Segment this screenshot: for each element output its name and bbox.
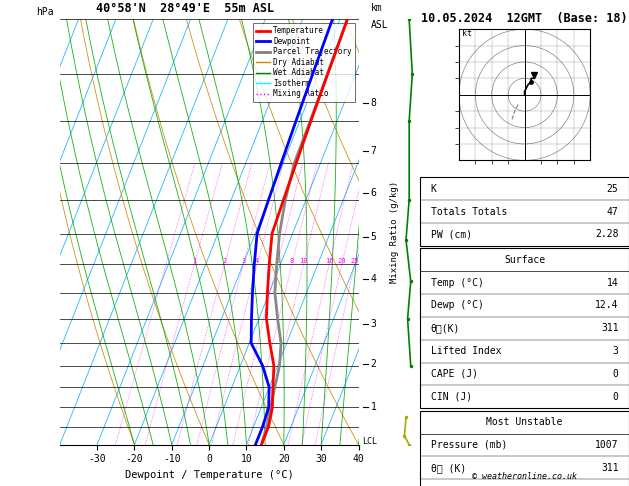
Text: 1007: 1007 [595, 440, 618, 450]
Text: 2: 2 [370, 359, 376, 369]
Text: 4: 4 [255, 258, 259, 264]
Text: 3: 3 [241, 258, 245, 264]
Text: 6: 6 [275, 258, 279, 264]
Text: K: K [431, 184, 437, 194]
Text: CIN (J): CIN (J) [431, 392, 472, 402]
Text: θᴄ(K): θᴄ(K) [431, 323, 460, 333]
Text: 311: 311 [601, 463, 618, 473]
Text: © weatheronline.co.uk: © weatheronline.co.uk [472, 472, 577, 481]
Text: CAPE (J): CAPE (J) [431, 369, 477, 379]
Legend: Temperature, Dewpoint, Parcel Trajectory, Dry Adiabat, Wet Adiabat, Isotherm, Mi: Temperature, Dewpoint, Parcel Trajectory… [253, 23, 355, 102]
Text: 8: 8 [290, 258, 294, 264]
Text: 2.28: 2.28 [595, 229, 618, 240]
Text: 25: 25 [350, 258, 359, 264]
Text: 3: 3 [370, 319, 376, 329]
Text: Dewp (°C): Dewp (°C) [431, 300, 484, 311]
Bar [420, 177, 629, 246]
Text: Totals Totals: Totals Totals [431, 207, 507, 217]
Text: 6: 6 [370, 188, 376, 198]
Text: 1: 1 [370, 402, 376, 413]
Text: 8: 8 [370, 98, 376, 108]
Text: 20: 20 [338, 258, 346, 264]
Text: 10: 10 [299, 258, 308, 264]
Text: 1: 1 [192, 258, 196, 264]
X-axis label: Dewpoint / Temperature (°C): Dewpoint / Temperature (°C) [125, 470, 294, 480]
Text: Temp (°C): Temp (°C) [431, 278, 484, 288]
Text: 0: 0 [613, 392, 618, 402]
Bar [420, 248, 629, 408]
Text: ASL: ASL [370, 20, 388, 30]
Text: km: km [370, 3, 382, 13]
Text: PW (cm): PW (cm) [431, 229, 472, 240]
Text: θᴄ (K): θᴄ (K) [431, 463, 466, 473]
Text: 25: 25 [607, 184, 618, 194]
Text: kt: kt [462, 29, 472, 38]
Text: 14: 14 [607, 278, 618, 288]
Text: Mixing Ratio (g/kg): Mixing Ratio (g/kg) [390, 181, 399, 283]
Text: 2: 2 [223, 258, 226, 264]
Text: Pressure (mb): Pressure (mb) [431, 440, 507, 450]
Text: 47: 47 [607, 207, 618, 217]
Bar [420, 411, 629, 486]
Text: Most Unstable: Most Unstable [486, 417, 563, 427]
Text: hPa: hPa [36, 7, 53, 17]
Text: 16: 16 [325, 258, 333, 264]
Text: Surface: Surface [504, 255, 545, 265]
Text: 3: 3 [613, 346, 618, 356]
Text: 40°58'N  28°49'E  55m ASL: 40°58'N 28°49'E 55m ASL [96, 1, 274, 15]
Text: 12.4: 12.4 [595, 300, 618, 311]
Text: 5: 5 [370, 232, 376, 242]
Text: LCL: LCL [362, 436, 377, 446]
Text: Lifted Index: Lifted Index [431, 346, 501, 356]
Text: 7: 7 [370, 146, 376, 156]
Text: 311: 311 [601, 323, 618, 333]
Text: 0: 0 [613, 369, 618, 379]
Text: 4: 4 [370, 274, 376, 284]
Text: 10.05.2024  12GMT  (Base: 18): 10.05.2024 12GMT (Base: 18) [421, 12, 628, 25]
